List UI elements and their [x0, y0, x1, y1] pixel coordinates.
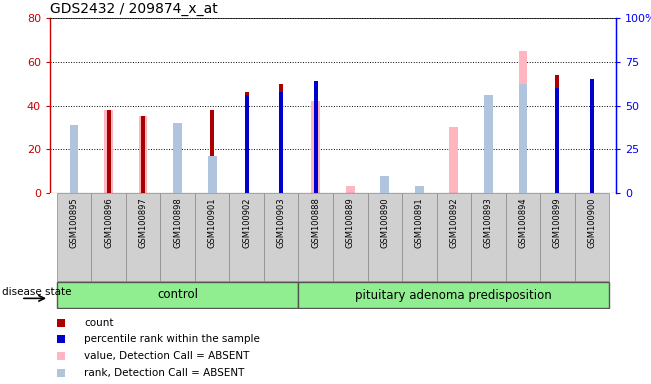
Text: GSM100888: GSM100888: [311, 197, 320, 248]
Bar: [104, 110, 113, 193]
Bar: [107, 110, 111, 193]
Text: GSM100902: GSM100902: [242, 197, 251, 248]
Bar: [264, 193, 299, 281]
Text: GSM100900: GSM100900: [587, 197, 596, 248]
Bar: [449, 127, 458, 193]
Text: rank, Detection Call = ABSENT: rank, Detection Call = ABSENT: [84, 368, 244, 378]
Text: GSM100903: GSM100903: [277, 197, 286, 248]
Bar: [245, 94, 249, 193]
Text: disease state: disease state: [3, 286, 72, 296]
Text: GSM100890: GSM100890: [380, 197, 389, 248]
Bar: [314, 81, 318, 193]
Bar: [415, 187, 424, 193]
Bar: [402, 193, 437, 281]
Bar: [506, 193, 540, 281]
Text: GSM100893: GSM100893: [484, 197, 493, 248]
Text: GSM100892: GSM100892: [449, 197, 458, 248]
Text: GSM100894: GSM100894: [518, 197, 527, 248]
Bar: [160, 193, 195, 281]
Bar: [368, 193, 402, 281]
Bar: [126, 193, 160, 281]
Bar: [70, 149, 79, 193]
Bar: [195, 193, 229, 281]
Bar: [314, 103, 318, 193]
Bar: [590, 79, 594, 193]
Bar: [245, 93, 249, 193]
Text: GSM100899: GSM100899: [553, 197, 562, 248]
Bar: [540, 193, 575, 281]
Text: value, Detection Call = ABSENT: value, Detection Call = ABSENT: [84, 351, 249, 361]
Text: GSM100896: GSM100896: [104, 197, 113, 248]
Bar: [471, 193, 506, 281]
Bar: [518, 84, 527, 193]
Bar: [279, 84, 283, 193]
Bar: [50, 193, 57, 281]
Bar: [333, 193, 368, 281]
Bar: [484, 94, 493, 193]
Bar: [521, 86, 525, 193]
Bar: [229, 193, 264, 281]
Text: percentile rank within the sample: percentile rank within the sample: [84, 334, 260, 344]
Bar: [380, 175, 389, 193]
Bar: [208, 184, 217, 193]
Bar: [311, 101, 320, 193]
Bar: [208, 156, 217, 193]
Bar: [575, 193, 609, 281]
Text: pituitary adenoma predisposition: pituitary adenoma predisposition: [355, 288, 552, 301]
Bar: [346, 187, 355, 193]
Bar: [437, 193, 471, 281]
Bar: [210, 110, 214, 193]
Text: GSM100898: GSM100898: [173, 197, 182, 248]
Text: GSM100891: GSM100891: [415, 197, 424, 248]
Bar: [173, 149, 182, 193]
Bar: [70, 125, 79, 193]
Text: count: count: [84, 318, 113, 328]
Bar: [91, 193, 126, 281]
Bar: [57, 282, 299, 308]
Text: GSM100895: GSM100895: [70, 197, 79, 248]
Text: GSM100889: GSM100889: [346, 197, 355, 248]
Bar: [555, 88, 559, 193]
Bar: [279, 93, 283, 193]
Text: GDS2432 / 209874_x_at: GDS2432 / 209874_x_at: [50, 2, 217, 16]
Bar: [555, 75, 559, 193]
Text: GSM100901: GSM100901: [208, 197, 217, 248]
Text: control: control: [157, 288, 198, 301]
Bar: [141, 116, 145, 193]
Bar: [173, 123, 182, 193]
Bar: [518, 51, 527, 193]
Bar: [299, 193, 333, 281]
Bar: [57, 193, 91, 281]
Bar: [139, 116, 148, 193]
Bar: [590, 114, 594, 193]
Bar: [299, 282, 609, 308]
Text: GSM100897: GSM100897: [139, 197, 148, 248]
